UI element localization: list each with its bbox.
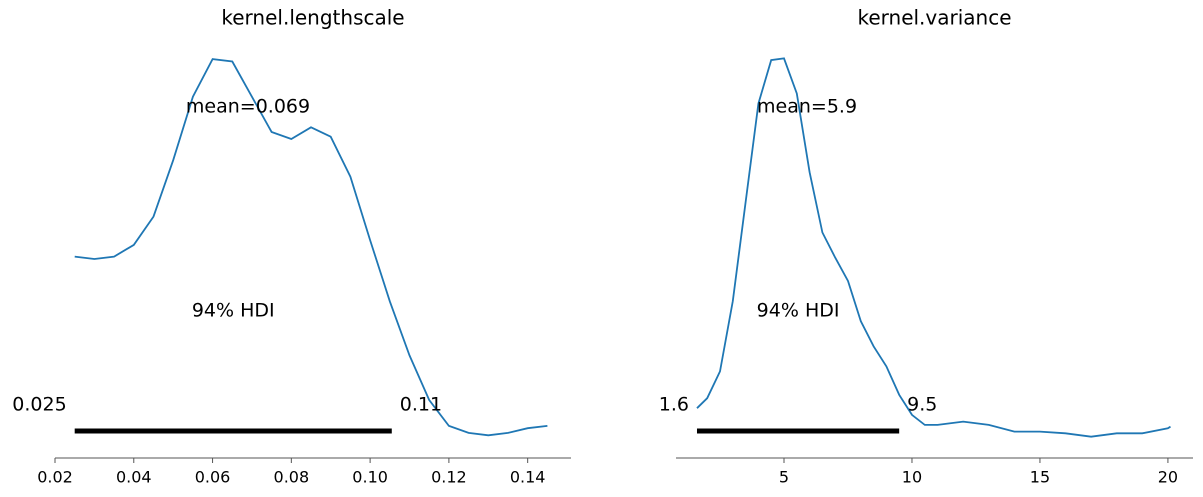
hdi-high-label: 0.11 bbox=[400, 394, 442, 416]
chart-title: kernel.lengthscale bbox=[221, 6, 404, 30]
x-tick-label: 0.12 bbox=[431, 468, 467, 487]
hdi-label: 94% HDI bbox=[757, 300, 840, 322]
x-tick-label: 0.10 bbox=[352, 468, 388, 487]
x-tick-label: 10 bbox=[902, 468, 922, 487]
hdi-low-label: 0.025 bbox=[12, 394, 66, 416]
hdi-low-label: 1.6 bbox=[659, 394, 689, 416]
x-tick-label: 15 bbox=[1030, 468, 1050, 487]
x-tick-label: 5 bbox=[779, 468, 789, 487]
mean-label: mean=0.069 bbox=[186, 96, 310, 118]
density-line bbox=[74, 58, 548, 437]
x-tick-label: 20 bbox=[1158, 468, 1178, 487]
chart-title: kernel.variance bbox=[857, 6, 1011, 30]
x-tick-label: 0.14 bbox=[510, 468, 546, 487]
x-tick-label: 0.04 bbox=[116, 468, 152, 487]
mean-label: mean=5.9 bbox=[757, 96, 857, 118]
density-line bbox=[696, 57, 1171, 438]
x-tick-label: 0.06 bbox=[195, 468, 231, 487]
x-tick-label: 0.08 bbox=[274, 468, 310, 487]
hdi-label: 94% HDI bbox=[192, 300, 275, 322]
hdi-high-label: 9.5 bbox=[907, 394, 937, 416]
x-tick-label: 0.02 bbox=[37, 468, 73, 487]
